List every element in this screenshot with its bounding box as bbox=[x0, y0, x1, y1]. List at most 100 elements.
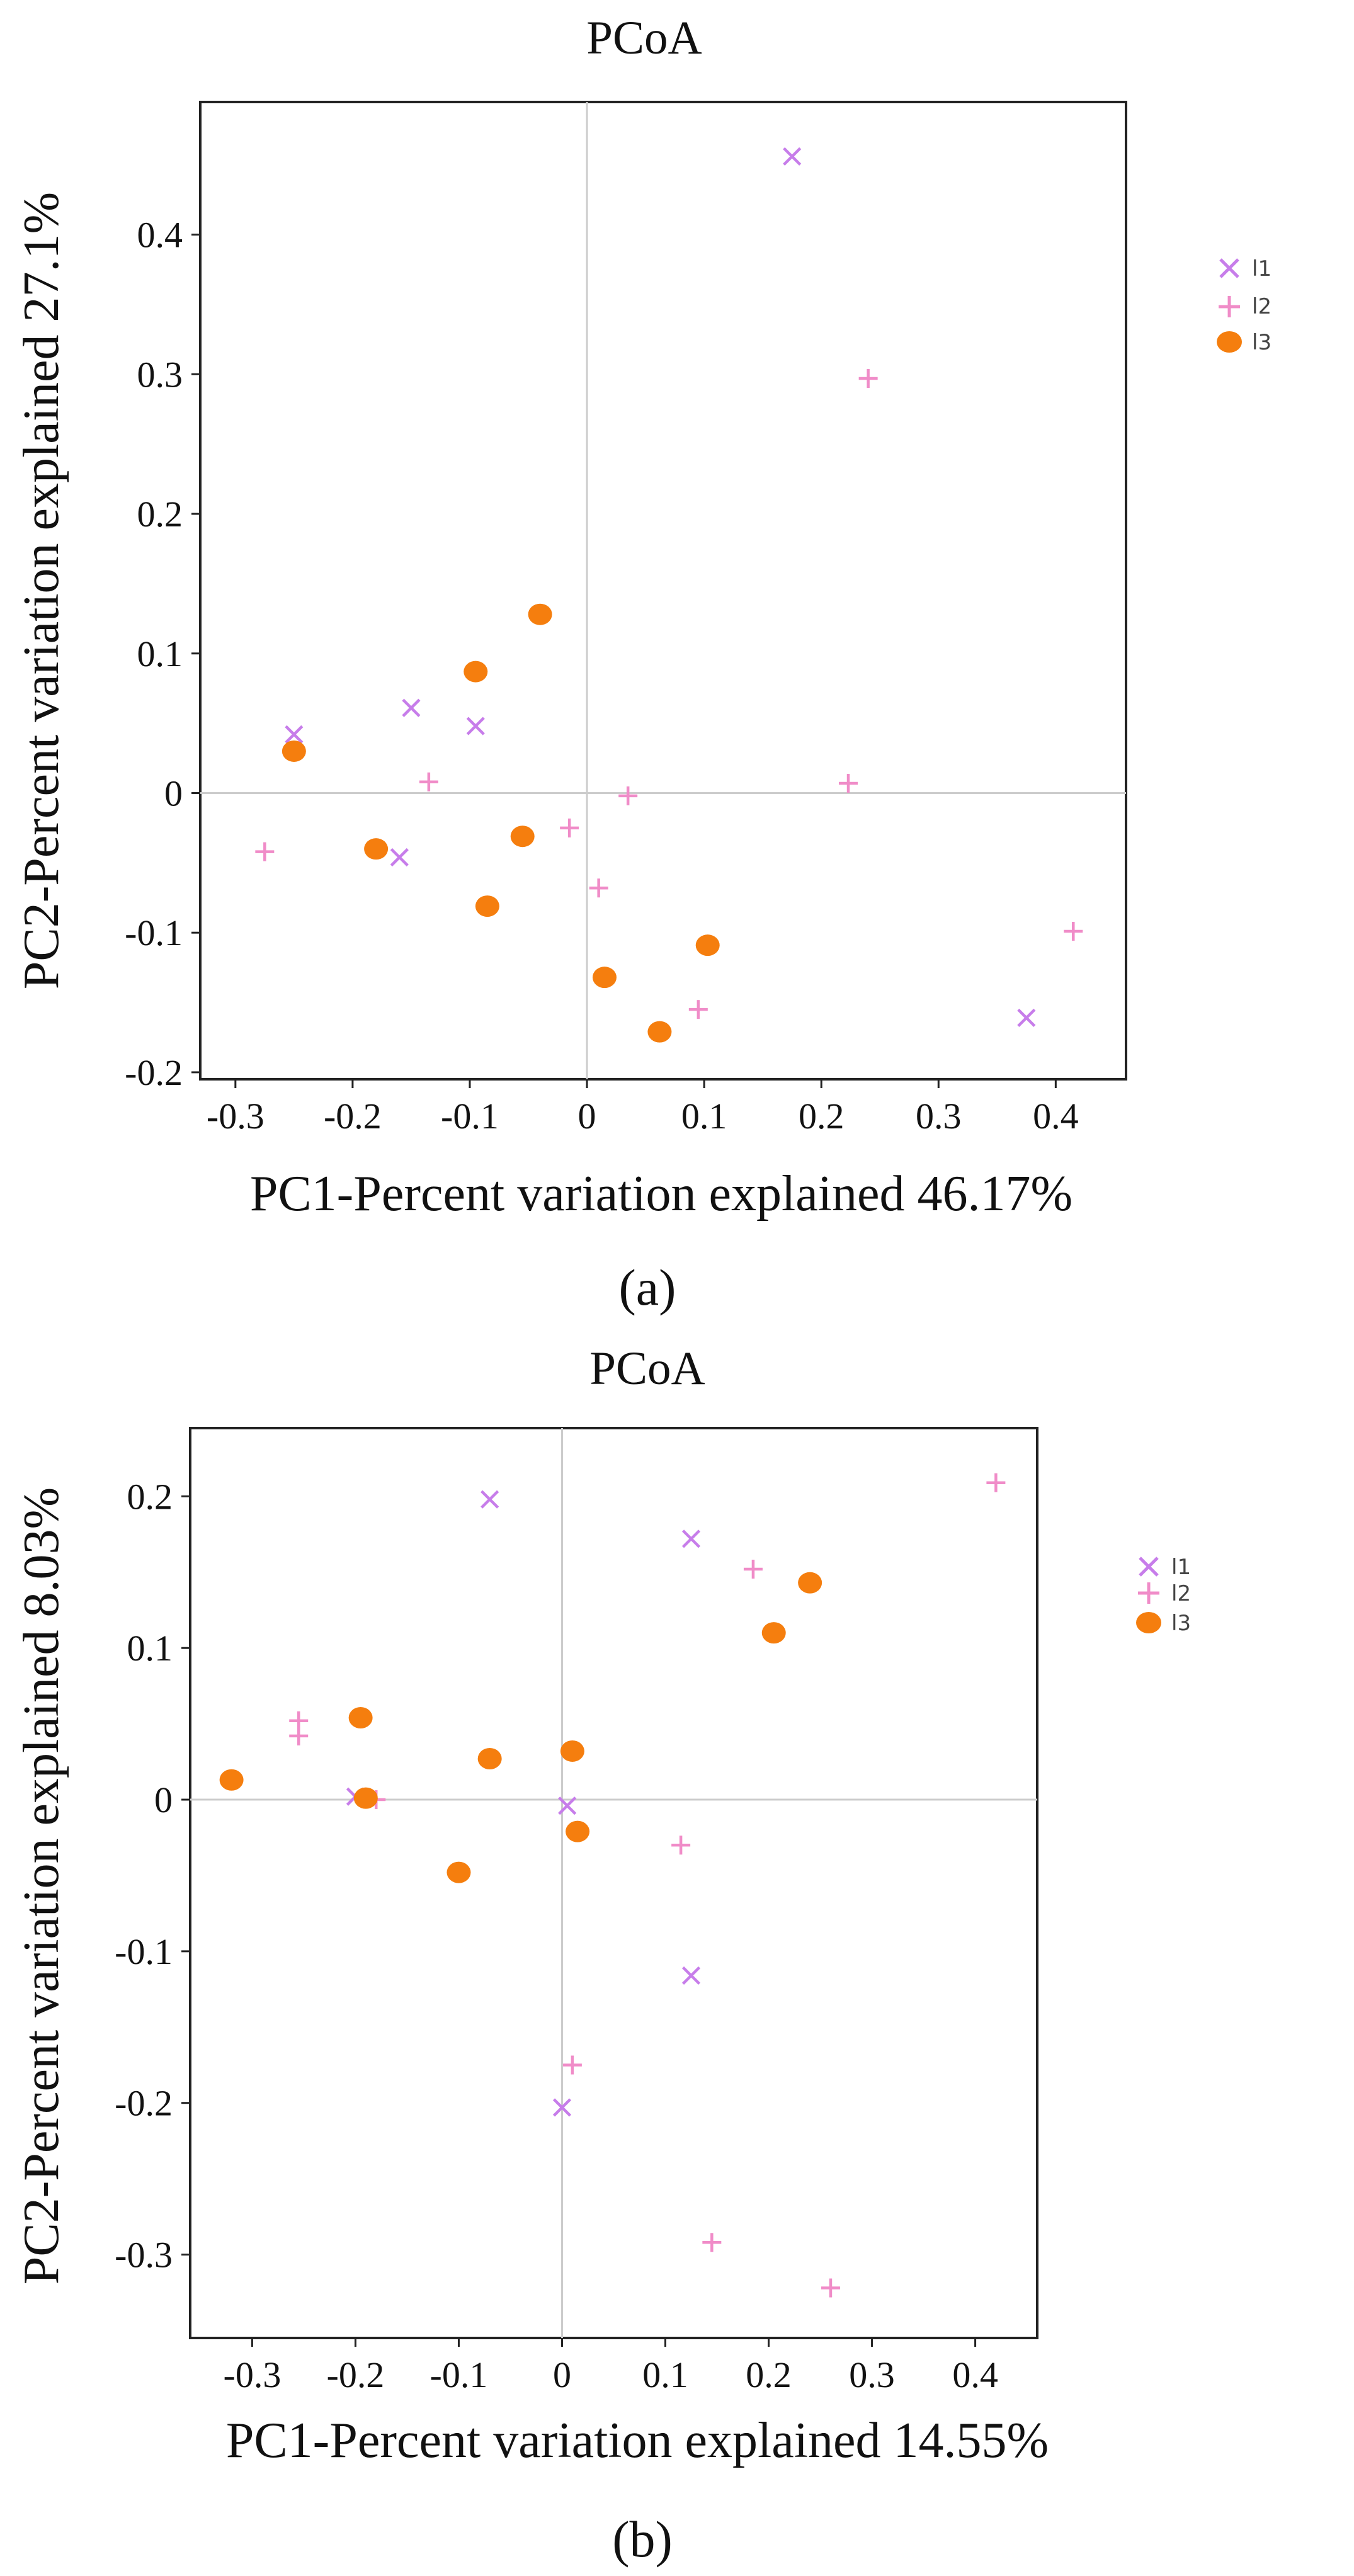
panel-a-zero-lines bbox=[200, 102, 1126, 1079]
panel-b-point-l3 bbox=[348, 1706, 373, 1728]
panel-b-point-l1 bbox=[552, 2098, 572, 2117]
panel-a-point-l3 bbox=[695, 934, 720, 956]
panel-a-legend: l1 l2 l3 bbox=[1217, 256, 1272, 355]
panel-a-point-l1 bbox=[390, 848, 409, 867]
panel-b-ticks: -0.3 -0.2 -0.1 0 0.1 0.2 0.3 0.4 0.2 0.1 0 -0.1 -0.2… bbox=[115, 1476, 998, 2395]
panel-a-point-l1 bbox=[1017, 1008, 1036, 1028]
panel-a-point-l1 bbox=[285, 725, 304, 744]
panel-a-legend-l1-x-icon bbox=[1219, 258, 1239, 278]
panel-a-y-tick-label: 0.2 bbox=[137, 494, 183, 535]
panel-b-x-axis-label: PC1-Percent variation explained 14.55% bbox=[226, 2413, 1049, 2468]
panel-b: PCoA -0.3 -0.2 -0.1 0 0.1 0.2 0.3 0.40.20.10-0.… bbox=[14, 1342, 1191, 2568]
panel-b-point-l3 bbox=[761, 1622, 786, 1644]
panel-b-legend: l1 l2 l3 bbox=[1136, 1555, 1191, 1636]
panel-b-point-l3 bbox=[477, 1748, 502, 1770]
panel-b-point-l1 bbox=[558, 1796, 577, 1815]
panel-a-x-tick-label: 0.2 bbox=[799, 1096, 845, 1137]
panel-a-x-axis-label: PC1-Percent variation explained 46.17% bbox=[250, 1166, 1072, 1222]
panel-b-title: PCoA bbox=[589, 1342, 705, 1395]
panel-b-x-tick-label: 0.3 bbox=[849, 2354, 895, 2395]
panel-b-point-l2 bbox=[821, 2278, 840, 2298]
panel-b-x-tick-label: 0.1 bbox=[642, 2354, 688, 2395]
panel-a-point-l3 bbox=[282, 740, 306, 762]
panel-a-plot-frame bbox=[199, 101, 1127, 1081]
panel-a-point-l2 bbox=[419, 772, 438, 792]
panel-a-ticks: -0.3 -0.2 -0.1 0 0.1 0.2 0.3 0.4 0.4 0.3 0.2 0.1 0 -0… bbox=[125, 215, 1078, 1137]
panel-a-x-tick-label: 0.1 bbox=[681, 1096, 727, 1137]
panel-b-y-tick-label: -0.2 bbox=[115, 2083, 173, 2124]
panel-a-point-l2 bbox=[858, 368, 878, 388]
panel-b-point-l2 bbox=[986, 1473, 1006, 1492]
panel-a-point-l2 bbox=[839, 773, 858, 793]
panel-a-legend-l2-label: l2 bbox=[1252, 294, 1272, 319]
panel-a-caption: (a) bbox=[618, 1259, 676, 1316]
panel-a-y-tick-label: 0.3 bbox=[137, 354, 183, 395]
panel-a-x-tick-label: -0.3 bbox=[207, 1096, 265, 1137]
panel-b-point-l1 bbox=[481, 1490, 499, 1509]
panel-a-point-l2 bbox=[560, 818, 579, 837]
panel-a-point-l3 bbox=[510, 826, 535, 848]
panel-b-legend-l1-x-icon bbox=[1139, 1557, 1159, 1577]
panel-a-point-l3 bbox=[475, 895, 499, 917]
panel-b-point-l2 bbox=[743, 1559, 763, 1579]
panel-a-y-tick-label: 0 bbox=[164, 773, 183, 814]
panel-a-point-l2 bbox=[255, 842, 275, 861]
panel-a-legend-l2-plus-icon bbox=[1219, 296, 1240, 317]
panel-a-x-tick-label: -0.2 bbox=[324, 1096, 382, 1137]
panel-b-y-tick-label: 0.1 bbox=[127, 1628, 173, 1669]
panel-a-point-l2 bbox=[1064, 921, 1083, 941]
panel-a-point-l3 bbox=[592, 967, 617, 989]
panel-a-x-tick-label: 0 bbox=[578, 1096, 596, 1137]
panel-a-legend-l3-label: l3 bbox=[1252, 330, 1272, 355]
panel-b-point-l1 bbox=[681, 1529, 701, 1548]
panel-b-x-tick-label: 0.4 bbox=[952, 2354, 998, 2395]
panel-b-point-l3 bbox=[566, 1820, 590, 1842]
panel-b-legend-l1-label: l1 bbox=[1171, 1555, 1191, 1580]
panel-b-point-l3 bbox=[798, 1572, 822, 1594]
panel-a-point-l1 bbox=[466, 717, 485, 735]
panel-a-y-tick-label: -0.1 bbox=[125, 912, 183, 953]
panel-a-point-l3 bbox=[364, 838, 389, 860]
panel-b-point-l1 bbox=[681, 1966, 701, 1985]
panel-a-point-l1 bbox=[783, 147, 802, 166]
panel-b-plot-frame bbox=[189, 1427, 1038, 2339]
panel-b-x-tick-label: -0.1 bbox=[430, 2354, 488, 2395]
panel-a-point-l2 bbox=[688, 1000, 708, 1019]
panel-a-x-tick-label: -0.1 bbox=[441, 1096, 499, 1137]
panel-b-point-l2 bbox=[562, 2055, 582, 2075]
panel-a-legend-l1-label: l1 bbox=[1252, 256, 1272, 281]
panel-a-x-tick-label: 0.3 bbox=[916, 1096, 962, 1137]
panel-b-x-tick-label: -0.3 bbox=[224, 2354, 282, 2395]
panel-b-legend-l3-label: l3 bbox=[1171, 1611, 1191, 1636]
panel-b-x-tick-label: 0 bbox=[553, 2354, 571, 2395]
panel-a-y-axis-label: PC2-Percent variation explained 27.1% bbox=[14, 192, 69, 989]
panel-b-y-tick-label: 0.2 bbox=[127, 1476, 173, 1517]
panel-b-point-l2 bbox=[289, 1726, 309, 1745]
panel-a-points bbox=[255, 147, 1083, 1043]
panel-a-legend-l3-circle-icon bbox=[1217, 331, 1242, 353]
panel-b-point-l3 bbox=[219, 1769, 244, 1791]
panel-b-caption: (b) bbox=[612, 2511, 673, 2568]
panel-a-point-l3 bbox=[464, 661, 488, 683]
panel-b-point-l3 bbox=[560, 1740, 584, 1762]
panel-a-point-l1 bbox=[402, 698, 421, 717]
panel-b-legend-l2-label: l2 bbox=[1171, 1581, 1191, 1606]
panel-b-legend-l2-plus-icon bbox=[1138, 1582, 1159, 1604]
panel-a-x-tick-label: 0.4 bbox=[1033, 1096, 1079, 1137]
panel-a-point-l3 bbox=[528, 603, 552, 625]
panel-b-point-l3 bbox=[353, 1787, 378, 1809]
panel-b-point-l2 bbox=[702, 2233, 722, 2252]
panel-a-y-tick-label: 0.4 bbox=[137, 215, 183, 256]
panel-b-x-tick-label: -0.2 bbox=[327, 2354, 385, 2395]
panel-b-point-l2 bbox=[671, 1836, 691, 1855]
panel-a-point-l2 bbox=[618, 786, 638, 805]
panel-a-point-l3 bbox=[647, 1021, 672, 1043]
panel-b-y-tick-label: -0.1 bbox=[115, 1931, 173, 1972]
panel-b-legend-l3-circle-icon bbox=[1136, 1612, 1161, 1633]
panel-b-y-tick-label: -0.3 bbox=[115, 2235, 173, 2276]
panel-b-x-tick-label: 0.2 bbox=[746, 2354, 792, 2395]
panel-a-y-tick-label: 0.1 bbox=[137, 633, 183, 674]
panel-b-point-l3 bbox=[447, 1861, 471, 1883]
panel-b-zero-lines bbox=[190, 1428, 1037, 2338]
